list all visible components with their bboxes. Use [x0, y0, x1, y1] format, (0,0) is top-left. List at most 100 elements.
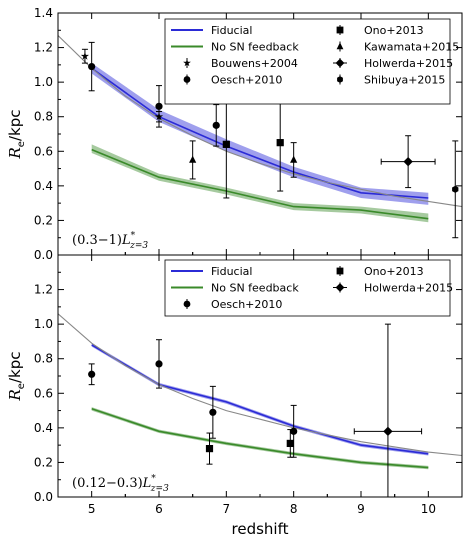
- y-label-tail: /kpc: [6, 110, 24, 142]
- bottom-panel: 5 6 7 8 9 10 0.0 0.2 0.4 0.6 0.8 1.0 1.2 Re/kpc redshi…: [6, 254, 463, 538]
- y-label-tail: /kpc: [6, 352, 24, 384]
- y-tick-label: 1.0: [34, 75, 53, 89]
- legend-item-holwerda-2015: Holwerda+2015: [333, 57, 453, 70]
- range-annotation: (0.3−1)L* z=3: [72, 231, 148, 251]
- line-no-sn-feedback: [91, 408, 429, 469]
- y-label-sub: e: [16, 141, 27, 147]
- line-fiducial: [91, 344, 429, 455]
- legend-item-oesch-2010: Oesch+2010: [183, 298, 282, 311]
- legend-item-fiducial: Fiducial: [171, 24, 252, 37]
- y-axis-label: Re/kpc: [6, 352, 27, 402]
- oesch-2010-point-0: [88, 370, 96, 378]
- annotation-sub: z=3: [129, 241, 148, 251]
- legend-box: [164, 18, 451, 105]
- y-axis-label: Re/kpc: [6, 110, 27, 160]
- annotation-sup: *: [151, 474, 156, 484]
- plot-area: [58, 35, 462, 239]
- band-no-sn-feedback: [91, 407, 429, 470]
- legend-marker-bouwens-2004: [183, 58, 191, 67]
- legend-item-oesch-2010: Oesch+2010: [183, 74, 282, 87]
- y-tick-label: 0.4: [34, 179, 53, 193]
- oesch-2010-point-2: [209, 408, 217, 416]
- y-tick-label: 1.0: [34, 317, 53, 331]
- fit-line: [58, 35, 462, 208]
- annotation-range: (0.12−0.3): [72, 476, 143, 491]
- annotation-sup: *: [131, 231, 136, 241]
- y-label-base: R: [6, 147, 24, 159]
- fit-line: [58, 313, 462, 457]
- x-tick-label: 7: [223, 502, 231, 516]
- legend-item-bouwens-2004: Bouwens+2004: [183, 57, 298, 70]
- oesch-2010-point-0: [88, 62, 96, 71]
- legend-label-ono-2013: Ono+2013: [364, 265, 424, 278]
- legend-item-kawamata-2015: Kawamata+2015: [336, 41, 459, 54]
- x-tick-label: 8: [290, 502, 298, 516]
- x-tick-label: 5: [88, 502, 96, 516]
- legend-marker-oesch-2010: [183, 76, 191, 83]
- y-tick-label: 0.0: [34, 248, 53, 262]
- y-tick-label: 0.4: [34, 421, 53, 435]
- x-tick-label: 9: [357, 502, 365, 516]
- legend-marker-holwerda-2015: [335, 283, 345, 292]
- ono-2013-point-0: [205, 445, 214, 453]
- line-no-sn-feedback: [91, 148, 429, 220]
- legend-marker-shibuya-2015: [337, 76, 343, 83]
- y-label-sub: e: [16, 383, 27, 389]
- band-fiducial: [91, 63, 429, 205]
- legend-marker-kawamata-2015: [336, 42, 344, 50]
- y-tick-label: 0.2: [34, 213, 53, 227]
- holwerda-2015-point-0: [383, 426, 393, 436]
- legend-marker-ono-2013: [336, 26, 344, 34]
- range-annotation: (0.12−0.3)L* z=3: [72, 474, 169, 494]
- kawamata-2015-point-0: [189, 155, 197, 163]
- y-tick-label: 1.2: [34, 41, 53, 55]
- y-tick-label: 0.6: [34, 144, 53, 158]
- legend-item-no-sn-feedback: No SN feedback: [171, 41, 299, 54]
- legend-box: [164, 259, 451, 317]
- annotation-sub: z=3: [150, 484, 169, 494]
- annotation-symbol: L: [142, 476, 152, 491]
- ono-2013-point-1: [286, 439, 294, 448]
- plot-area: [58, 313, 462, 497]
- annotation-symbol: L: [121, 233, 131, 248]
- top-panel: 0.0 0.2 0.4 0.6 0.8 1.0 1.2 1.4 Re/kpc (0.3−1)L* z…: [6, 6, 463, 262]
- legend-label-bouwens-2004: Bouwens+2004: [211, 57, 298, 70]
- legend-marker-ono-2013: [336, 267, 344, 275]
- y-tick-label: 0.2: [34, 455, 53, 469]
- legend-marker-holwerda-2015: [335, 58, 345, 68]
- y-tick-label: 1.4: [34, 6, 53, 20]
- legend-label-oesch-2010: Oesch+2010: [211, 74, 282, 87]
- y-tick-label: 0.0: [34, 490, 53, 504]
- legend-label-shibuya-2015: Shibuya+2015: [364, 74, 445, 87]
- line-fiducial: [91, 67, 429, 199]
- legend-label-oesch-2010: Oesch+2010: [211, 298, 282, 311]
- kawamata-2015-point-1: [290, 155, 298, 163]
- legend-item-holwerda-2015: Holwerda+2015: [333, 282, 453, 295]
- legend-item-no-sn-feedback: No SN feedback: [171, 282, 299, 295]
- legend-label-fiducial: Fiducial: [211, 265, 252, 278]
- x-tick-label: 6: [155, 502, 163, 516]
- legend-label-fiducial: Fiducial: [211, 24, 252, 37]
- legend-item-ono-2013: Ono+2013: [336, 265, 424, 278]
- legend-label-no-sn-feedback: No SN feedback: [211, 282, 299, 295]
- oesch-2010-point-2: [212, 121, 220, 129]
- band-fiducial: [91, 343, 429, 456]
- bouwens-2004-point-0: [80, 51, 89, 60]
- ono-2013-point-1: [276, 139, 284, 147]
- y-tick-label: 1.2: [34, 283, 53, 297]
- oesch-2010-point-1: [155, 360, 163, 368]
- annotation-range: (0.3−1): [72, 233, 122, 248]
- shibuya-2015-point-0: [452, 185, 459, 193]
- legend-label-kawamata-2015: Kawamata+2015: [364, 41, 459, 54]
- y-tick-label: 0.8: [34, 352, 53, 366]
- legend-label-holwerda-2015: Holwerda+2015: [364, 282, 453, 295]
- legend-label-holwerda-2015: Holwerda+2015: [364, 57, 453, 70]
- ono-2013-point-0: [222, 140, 230, 148]
- legend-item-ono-2013: Ono+2013: [336, 24, 424, 37]
- x-tick-label: 10: [421, 502, 436, 516]
- legend-marker-oesch-2010: [183, 300, 191, 308]
- oesch-2010-point-1: [155, 102, 163, 110]
- legend-item-shibuya-2015: Shibuya+2015: [337, 74, 445, 87]
- oesch-2010-point-3: [290, 427, 298, 435]
